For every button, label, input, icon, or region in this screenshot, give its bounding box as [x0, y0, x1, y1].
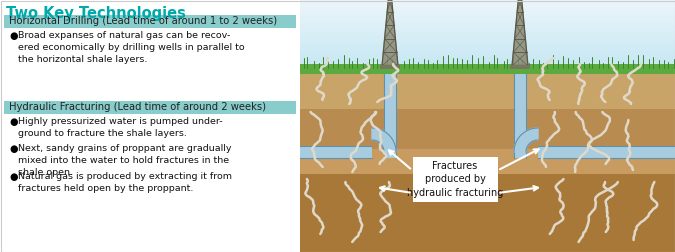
Bar	[300, 4, 675, 6]
Bar	[300, 40, 675, 42]
Bar	[300, 44, 675, 47]
Bar	[300, 63, 675, 65]
Text: Hydraulic Fracturing (Lead time of around 2 weeks): Hydraulic Fracturing (Lead time of aroun…	[9, 102, 266, 112]
Bar	[300, 67, 675, 69]
Text: Highly pressurized water is pumped under-
ground to fracture the shale layers.: Highly pressurized water is pumped under…	[18, 117, 223, 138]
Bar	[300, 22, 675, 24]
Bar	[300, 27, 675, 29]
Bar	[300, 10, 675, 12]
Text: Horizontal Drilling (Lead time of around 1 to 2 weeks): Horizontal Drilling (Lead time of around…	[9, 16, 277, 26]
Bar	[300, 51, 675, 53]
Text: ●: ●	[9, 172, 18, 182]
Bar	[300, 43, 675, 45]
Bar	[300, 37, 675, 39]
Bar	[300, 15, 675, 17]
Bar	[300, 21, 675, 23]
Bar	[300, 7, 675, 10]
Bar	[300, 38, 675, 41]
Text: Broad expanses of natural gas can be recov-
ered economically by drilling wells : Broad expanses of natural gas can be rec…	[18, 31, 244, 64]
Bar	[300, 14, 675, 16]
Bar	[514, 74, 526, 158]
Bar	[300, 69, 675, 71]
Text: Natural gas is produced by extracting it from
fractures held open by the proppan: Natural gas is produced by extracting it…	[18, 172, 232, 193]
Bar	[300, 68, 675, 70]
Polygon shape	[382, 0, 398, 66]
Bar	[300, 59, 675, 61]
Bar	[538, 146, 675, 158]
Bar	[384, 74, 396, 158]
Bar	[300, 18, 675, 21]
Bar	[300, 0, 675, 2]
Bar	[300, 46, 675, 48]
Bar	[300, 70, 675, 73]
Text: Next, sandy grains of proppant are gradually
mixed into the water to hold fractu: Next, sandy grains of proppant are gradu…	[18, 144, 232, 177]
Text: Fractures
produced by
hydraulic fracturing: Fractures produced by hydraulic fracturi…	[407, 161, 503, 198]
Bar	[300, 6, 675, 8]
Bar	[300, 53, 675, 55]
Bar	[300, 35, 675, 37]
Polygon shape	[512, 0, 528, 66]
Bar	[300, 9, 675, 11]
Polygon shape	[514, 128, 538, 152]
Bar	[300, 20, 675, 22]
Bar	[300, 25, 675, 27]
Bar	[300, 32, 675, 34]
Bar	[300, 149, 675, 174]
Bar	[300, 60, 675, 63]
Bar	[300, 23, 675, 26]
Bar	[300, 58, 675, 60]
Bar	[300, 49, 675, 52]
Bar	[300, 36, 675, 38]
Bar	[300, 3, 675, 5]
Bar	[300, 57, 675, 59]
Bar	[412, 157, 497, 202]
Bar	[300, 41, 675, 43]
Text: ●: ●	[9, 31, 18, 41]
Bar	[4, 101, 296, 114]
Bar	[300, 12, 675, 15]
Bar	[300, 72, 675, 74]
Text: ●: ●	[9, 117, 18, 127]
Bar	[300, 55, 675, 58]
Text: Two Key Technologies: Two Key Technologies	[6, 6, 186, 21]
Bar	[300, 42, 675, 44]
Bar	[300, 52, 675, 54]
Bar	[300, 1, 675, 4]
Bar	[300, 73, 675, 75]
Polygon shape	[372, 128, 396, 152]
Bar	[300, 62, 675, 64]
Bar	[300, 65, 675, 68]
Bar	[300, 109, 675, 149]
Bar	[300, 29, 675, 32]
Bar	[4, 15, 296, 28]
Bar	[300, 28, 675, 30]
Bar	[300, 146, 372, 158]
Bar	[380, 65, 400, 69]
Bar	[300, 33, 675, 36]
Text: ●: ●	[9, 144, 18, 154]
Bar	[510, 65, 530, 69]
Bar	[300, 31, 675, 33]
Bar	[300, 48, 675, 50]
Bar	[300, 64, 675, 74]
Bar	[300, 11, 675, 13]
Bar	[300, 64, 675, 66]
Bar	[300, 74, 675, 109]
Bar	[300, 16, 675, 18]
Bar	[300, 174, 675, 252]
Bar	[300, 5, 675, 7]
Bar	[300, 26, 675, 28]
Bar	[300, 47, 675, 49]
Bar	[300, 17, 675, 19]
Bar	[300, 54, 675, 56]
